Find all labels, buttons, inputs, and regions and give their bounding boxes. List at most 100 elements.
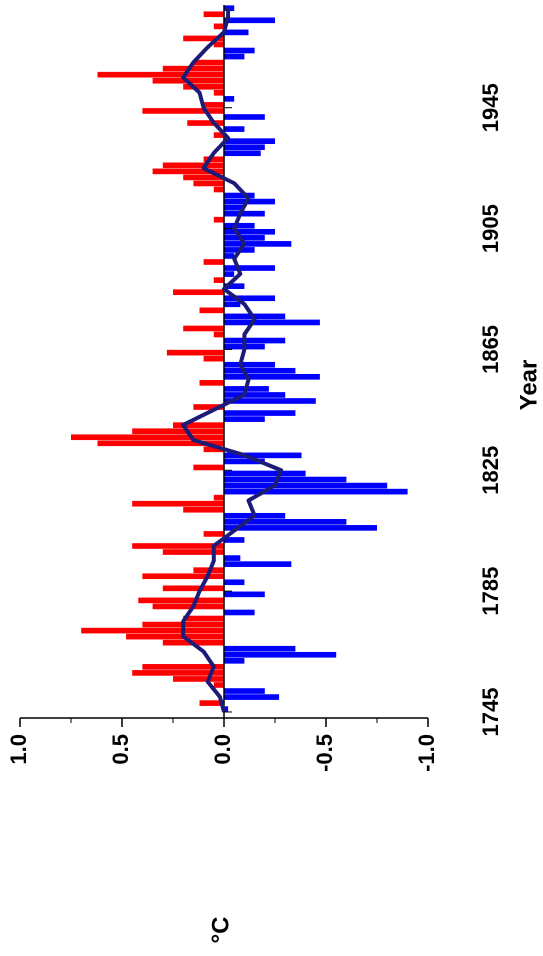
bar xyxy=(183,174,224,181)
bar xyxy=(224,265,275,271)
bar xyxy=(224,392,286,398)
bar xyxy=(97,440,224,447)
y-tick-label: -0.5 xyxy=(312,734,337,772)
bar xyxy=(224,373,320,380)
bar xyxy=(224,319,320,326)
bar xyxy=(224,301,241,308)
bar xyxy=(224,519,347,525)
bar xyxy=(224,537,245,543)
bar xyxy=(213,682,225,688)
bar xyxy=(224,241,292,247)
bar xyxy=(193,464,224,471)
bar xyxy=(224,361,275,368)
bar xyxy=(224,688,265,694)
bar xyxy=(224,96,235,102)
x-tick-label: 1745 xyxy=(478,688,503,737)
bar xyxy=(152,603,225,610)
bar xyxy=(224,416,265,422)
bar xyxy=(224,561,292,567)
bar xyxy=(126,633,224,640)
bar xyxy=(224,398,316,404)
bar xyxy=(213,41,225,48)
bar xyxy=(224,253,235,259)
bar xyxy=(193,59,224,66)
bar xyxy=(224,482,388,489)
x-tick-label: 1945 xyxy=(478,83,503,132)
y-tick-label: 0.5 xyxy=(108,734,133,765)
bar xyxy=(224,651,337,658)
bar xyxy=(213,216,225,223)
bar xyxy=(213,186,225,193)
rotated-plot: Year °C 1.0 0.5 0.0 -0.5 -1.0 1745 1785 1825 186… xyxy=(6,5,542,944)
x-tick-label: 1785 xyxy=(478,567,503,616)
bar xyxy=(224,271,235,277)
bar xyxy=(224,591,265,598)
bar xyxy=(199,700,225,706)
bar xyxy=(224,410,296,416)
bar xyxy=(213,89,225,96)
bar xyxy=(224,488,408,495)
bar xyxy=(224,53,245,60)
bar xyxy=(213,331,225,338)
bar xyxy=(203,259,225,265)
bar xyxy=(224,525,377,531)
x-axis-label: Year xyxy=(515,360,542,411)
bar xyxy=(224,204,245,211)
y-tick-label: 0.0 xyxy=(210,734,235,765)
bar xyxy=(224,367,296,374)
bar xyxy=(203,102,225,108)
bar xyxy=(224,198,275,205)
bar xyxy=(199,307,225,314)
bar xyxy=(224,579,245,586)
bar xyxy=(213,23,225,30)
bar xyxy=(132,500,224,507)
smooth-line xyxy=(181,8,284,713)
bar xyxy=(162,162,225,169)
bar xyxy=(132,543,224,549)
bar xyxy=(132,670,224,676)
bar xyxy=(224,235,265,241)
bar xyxy=(224,144,265,151)
bar xyxy=(173,289,224,296)
bar xyxy=(224,17,275,24)
bar xyxy=(142,573,224,580)
bar xyxy=(224,470,306,477)
bar xyxy=(162,65,225,72)
bar xyxy=(203,11,225,18)
bar xyxy=(224,657,245,664)
bar xyxy=(162,549,225,555)
bar xyxy=(224,210,265,217)
bar xyxy=(132,428,224,435)
bar xyxy=(193,180,224,187)
bar xyxy=(224,645,296,652)
bar xyxy=(142,664,224,670)
bar xyxy=(224,138,275,144)
y-axis-label: °C xyxy=(207,917,234,944)
bar xyxy=(199,380,225,386)
x-tick-label: 1905 xyxy=(478,204,503,253)
x-tick-label: 1825 xyxy=(478,446,503,495)
bar xyxy=(203,355,225,362)
bar xyxy=(224,609,255,616)
bar xyxy=(224,555,241,561)
bar xyxy=(203,531,225,537)
bar xyxy=(97,71,224,78)
bar xyxy=(162,585,225,592)
bar xyxy=(224,47,255,54)
bar xyxy=(224,228,275,235)
bar xyxy=(224,114,265,120)
bar xyxy=(183,615,224,622)
bar xyxy=(173,676,224,682)
bar xyxy=(81,627,224,634)
bar xyxy=(224,694,280,700)
y-tick-label: -1.0 xyxy=(414,734,439,772)
bar xyxy=(142,108,224,114)
bar xyxy=(224,222,255,229)
bar xyxy=(183,325,224,332)
y-tick-label: 1.0 xyxy=(6,734,31,765)
bar xyxy=(71,434,224,441)
bar xyxy=(213,277,225,283)
bar xyxy=(224,337,286,344)
